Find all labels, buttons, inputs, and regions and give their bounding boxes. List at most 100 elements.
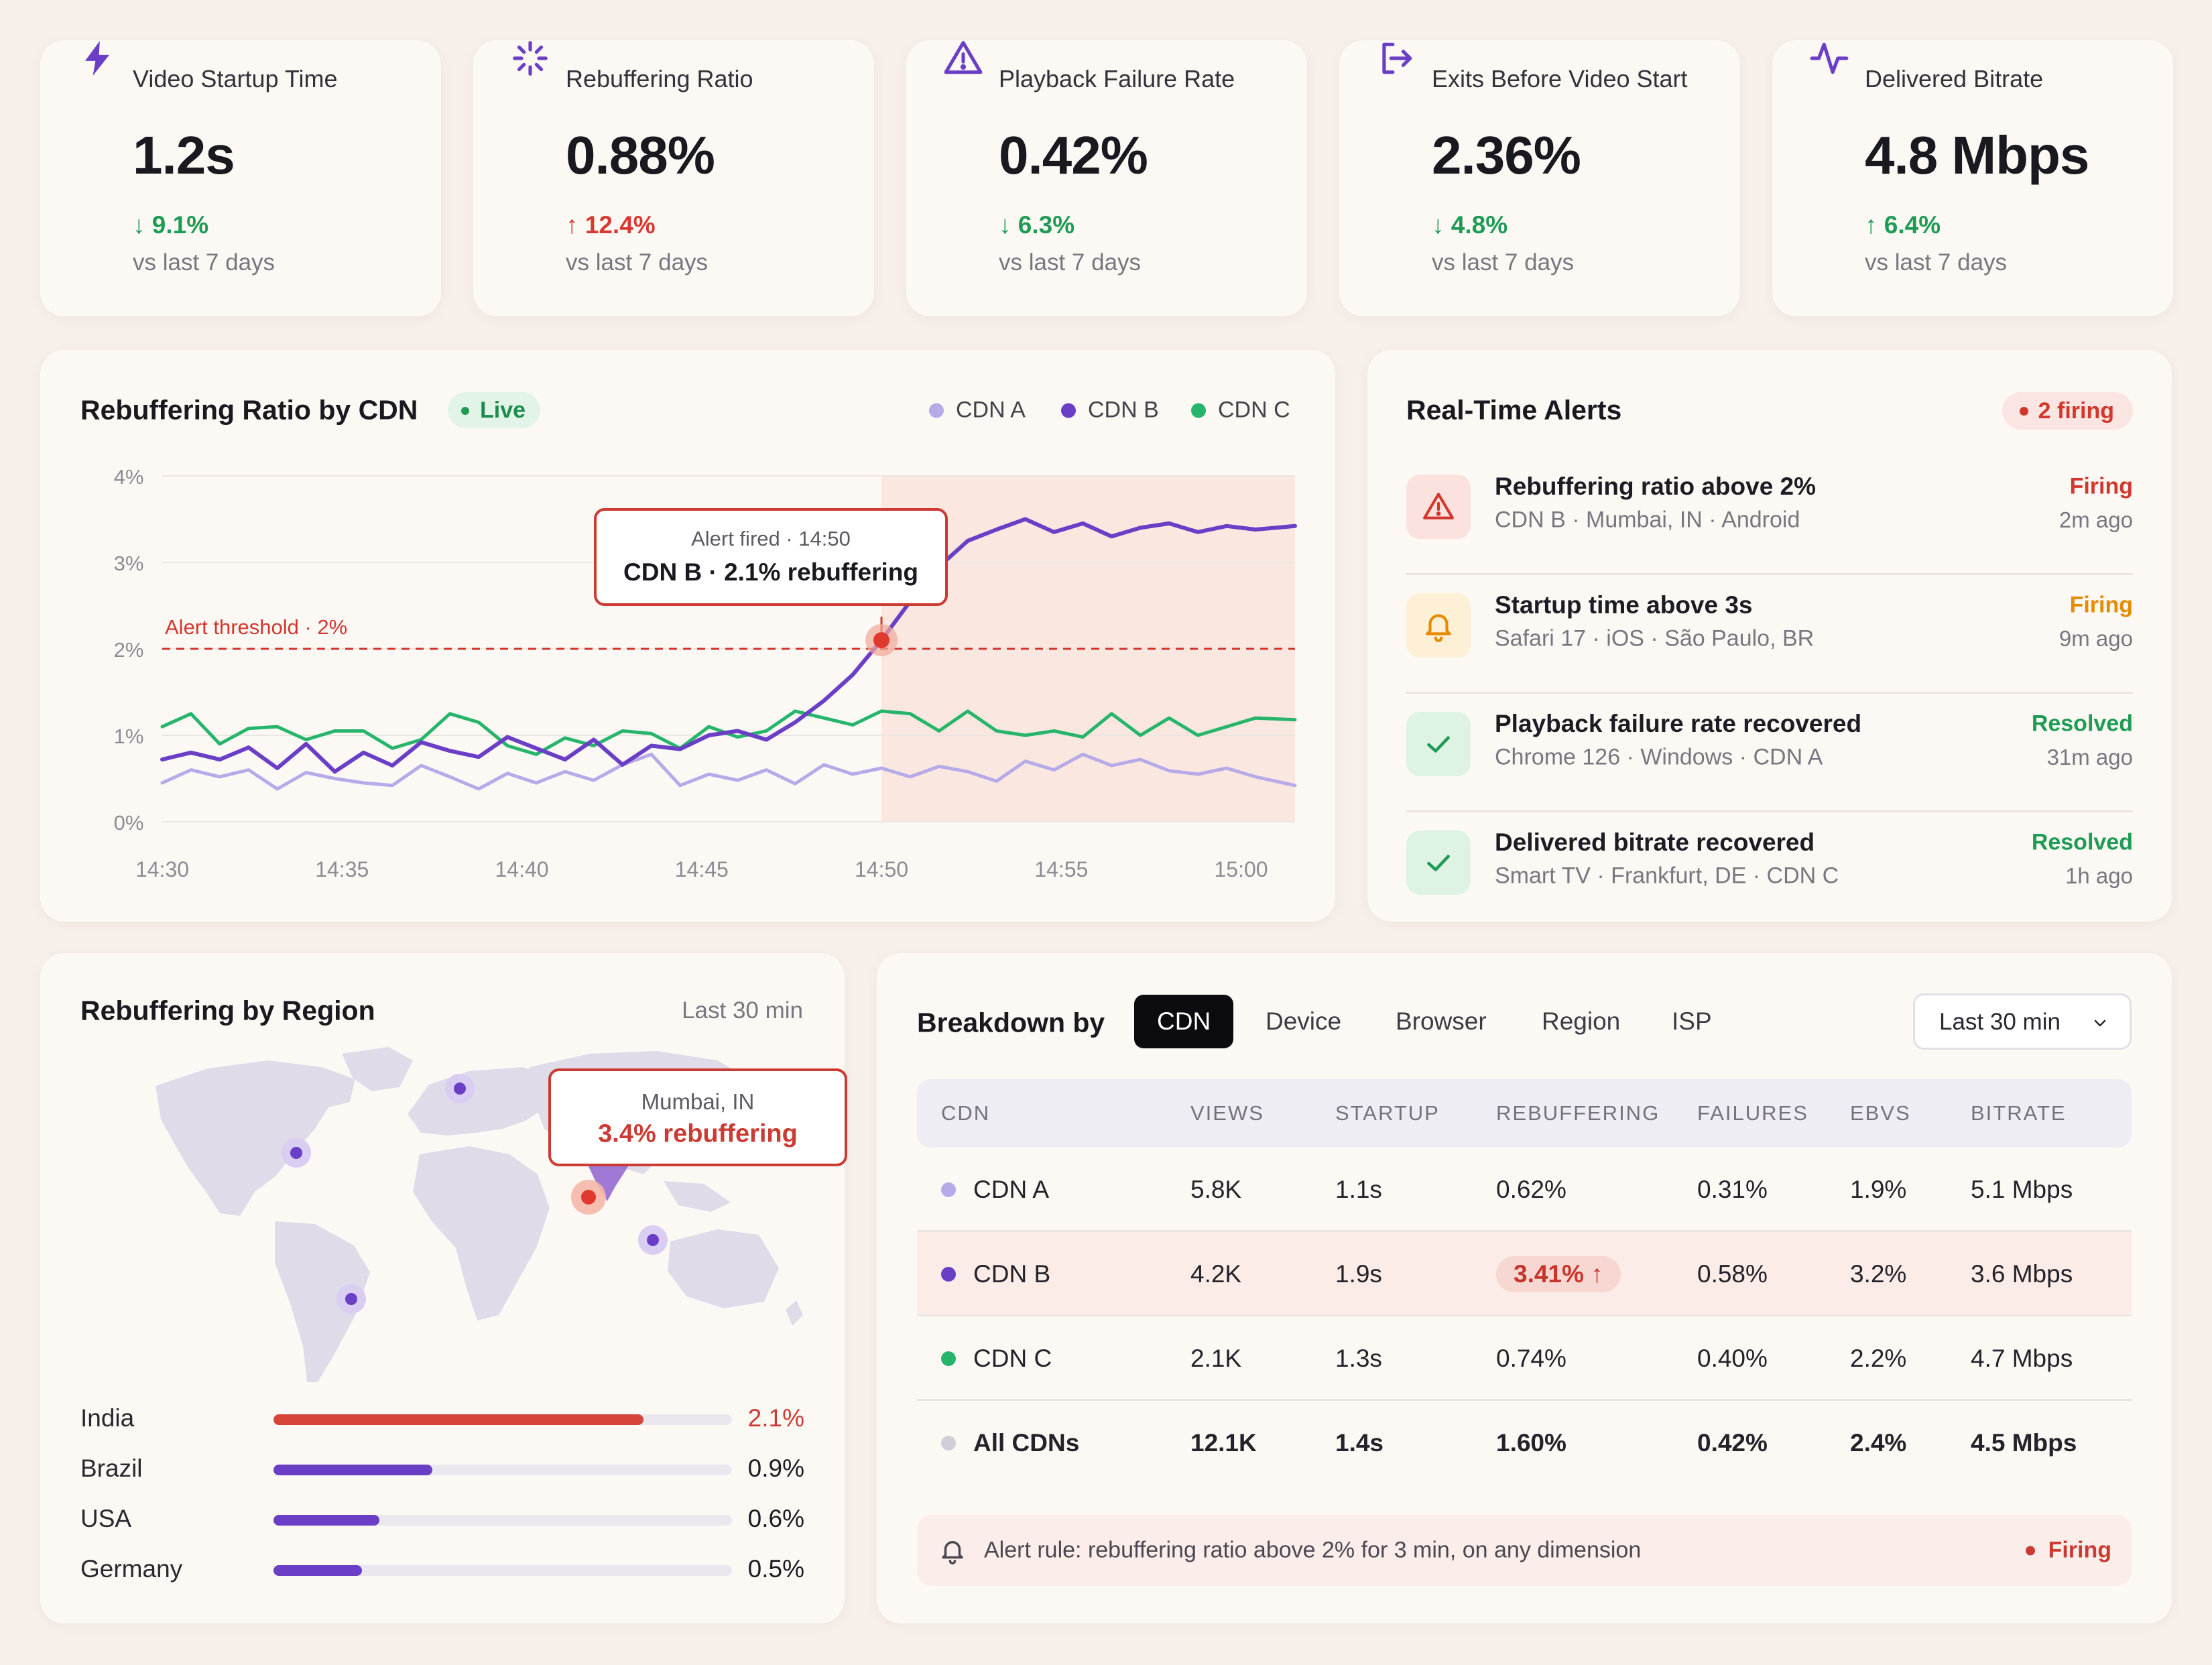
tab-browser[interactable]: Browser — [1396, 1007, 1487, 1035]
map-marker-mumbai[interactable] — [571, 1180, 606, 1215]
alert-title: Playback failure rate recovered — [1495, 710, 1862, 737]
cell-bitrate: 5.1 Mbps — [1971, 1176, 2073, 1203]
warning-triangle-icon — [944, 41, 983, 74]
column-header[interactable]: STARTUP — [1335, 1101, 1440, 1125]
region-value: 0.5% — [747, 1555, 804, 1583]
alert-title: Rebuffering ratio above 2% — [1495, 473, 1817, 500]
legend-item-cdn-a[interactable]: CDN A — [929, 397, 1026, 424]
cell-failures: 0.58% — [1697, 1260, 1768, 1288]
legend-dot — [1191, 403, 1206, 418]
alert-status: Firing — [2069, 473, 2133, 499]
region-row-brazil[interactable]: Brazil 0.9% — [80, 1448, 804, 1489]
europe — [408, 1067, 556, 1135]
firing-count-badge[interactable]: 2 firing — [2002, 392, 2133, 430]
cell-startup: 1.4s — [1335, 1429, 1384, 1457]
cell-cdn: CDN B — [973, 1260, 1051, 1288]
table-row[interactable]: CDN B 4.2K 1.9s 3.41% ↑ 0.58% 3.2% 3.6 M… — [917, 1232, 2132, 1316]
check-icon — [1427, 736, 1450, 753]
column-header[interactable]: REBUFFERING — [1496, 1101, 1660, 1125]
legend-dot — [1061, 403, 1076, 418]
region-bar-track — [273, 1515, 732, 1526]
alert-item[interactable]: Delivered bitrate recovered Smart TV · F… — [1406, 813, 2133, 931]
series-dot — [941, 1182, 956, 1197]
x-tick-label: 15:00 — [1214, 857, 1268, 881]
bell-icon — [942, 1541, 963, 1564]
column-header[interactable]: CDN — [941, 1101, 991, 1125]
x-tick-label: 14:30 — [135, 857, 189, 881]
cell-startup: 1.1s — [1335, 1176, 1382, 1203]
kpi-value: 1.2s — [133, 125, 235, 185]
alert-icon-box — [1406, 830, 1471, 895]
cell-views: 2.1K — [1190, 1345, 1242, 1372]
world-map[interactable] — [40, 953, 845, 1382]
alert-rule-bar[interactable]: Alert rule: rebuffering ratio above 2% f… — [917, 1515, 2132, 1586]
tab-isp[interactable]: ISP — [1672, 1007, 1712, 1035]
alerts-title: Real-Time Alerts — [1406, 394, 1622, 426]
cell-ebvs: 1.9% — [1850, 1176, 1907, 1203]
legend-label: CDN A — [956, 397, 1026, 423]
kpi-label: Playback Failure Rate — [999, 65, 1235, 92]
time-range-value: Last 30 min — [1939, 1009, 2061, 1035]
kpi-card-rebuffering[interactable]: Rebuffering Ratio 0.88% ↑ 12.4% vs last … — [473, 40, 874, 316]
kpi-card-startup[interactable]: Video Startup Time 1.2s ↓ 9.1% vs last 7… — [40, 40, 441, 316]
alert-status: Resolved — [2031, 829, 2133, 855]
pulse-icon — [1810, 42, 1849, 74]
warning-triangle-icon — [1423, 493, 1454, 519]
time-range-select[interactable]: Last 30 min — [1913, 993, 2132, 1050]
table-row[interactable]: CDN A 5.8K 1.1s 0.62% 0.31% 1.9% 5.1 Mbp… — [917, 1148, 2132, 1232]
cell-startup: 1.3s — [1335, 1345, 1382, 1372]
tab-region[interactable]: Region — [1542, 1007, 1621, 1035]
kpi-card-failures[interactable]: Playback Failure Rate 0.42% ↓ 6.3% vs la… — [906, 40, 1307, 316]
region-name: USA — [80, 1505, 132, 1532]
region-row-germany[interactable]: Germany 0.5% — [80, 1549, 804, 1589]
cell-bitrate: 4.5 Mbps — [1971, 1429, 2077, 1457]
kpi-card-ebvs[interactable]: Exits Before Video Start 2.36% ↓ 4.8% vs… — [1339, 40, 1740, 316]
y-tick-label: 2% — [114, 638, 144, 662]
map-marker-germany[interactable] — [445, 1074, 475, 1103]
region-row-usa[interactable]: USA 0.6% — [80, 1499, 804, 1539]
series-dot — [941, 1267, 956, 1282]
column-header[interactable]: BITRATE — [1971, 1101, 2067, 1125]
region-value: 2.1% — [747, 1404, 804, 1432]
alert-status: Firing — [2069, 592, 2133, 618]
map-marker-usa[interactable] — [282, 1138, 311, 1168]
alert-time: 1h ago — [2065, 863, 2133, 888]
cell-bitrate: 4.7 Mbps — [1971, 1345, 2073, 1372]
table-row[interactable]: CDN C 2.1K 1.3s 0.74% 0.40% 2.2% 4.7 Mbp… — [917, 1316, 2132, 1401]
column-header[interactable]: FAILURES — [1697, 1101, 1808, 1125]
cell-rebuffering: 1.60% — [1496, 1429, 1566, 1457]
map-marker-singapore[interactable] — [638, 1225, 668, 1255]
x-tick-label: 14:40 — [495, 857, 548, 881]
map-marker-brazil[interactable] — [336, 1284, 366, 1314]
column-header[interactable]: VIEWS — [1190, 1101, 1264, 1125]
kpi-card-bitrate[interactable]: Delivered Bitrate 4.8 Mbps ↑ 6.4% vs las… — [1772, 40, 2173, 316]
region-bar-fill — [273, 1515, 379, 1526]
series-line-cdn-a — [160, 752, 1297, 791]
column-header[interactable]: EBVS — [1850, 1101, 1911, 1125]
legend-item-cdn-c[interactable]: CDN C — [1191, 397, 1290, 424]
legend-item-cdn-b[interactable]: CDN B — [1061, 397, 1159, 424]
alert-item[interactable]: Playback failure rate recovered Chrome 1… — [1406, 694, 2133, 812]
tab-cdn[interactable]: CDN — [1134, 995, 1234, 1048]
table-row-total[interactable]: All CDNs 12.1K 1.4s 1.60% 0.42% 2.4% 4.5… — [917, 1401, 2132, 1485]
kpi-delta-value: 6.3% — [1018, 211, 1075, 239]
x-tick-label: 14:45 — [675, 857, 729, 881]
kpi-delta: ↓ 6.3% — [999, 211, 1074, 239]
alert-icon-box — [1406, 475, 1471, 539]
y-tick-label: 1% — [114, 725, 144, 748]
alert-item[interactable]: Rebuffering ratio above 2% CDN B · Mumba… — [1406, 457, 2133, 575]
alert-item[interactable]: Startup time above 3s Safari 17 · iOS · … — [1406, 576, 2133, 694]
kpi-value: 4.8 Mbps — [1865, 125, 2089, 185]
y-tick-label: 4% — [114, 465, 144, 489]
tab-device[interactable]: Device — [1266, 1007, 1342, 1035]
chevron-down-icon — [2094, 1020, 2106, 1027]
exit-icon — [1382, 42, 1412, 74]
region-bar-fill — [273, 1465, 432, 1475]
lightning-icon — [84, 41, 110, 76]
chart-tooltip — [594, 508, 948, 606]
line-chart[interactable]: 0% 1% 2% 3% 4% 14:30 14:35 14:40 14:45 14:50 14:55… — [40, 350, 1335, 922]
south-america — [275, 1221, 370, 1382]
alert-icon-box — [1406, 593, 1471, 658]
region-row-india[interactable]: India 2.1% — [80, 1398, 804, 1438]
kpi-delta: ↓ 9.1% — [133, 211, 208, 239]
